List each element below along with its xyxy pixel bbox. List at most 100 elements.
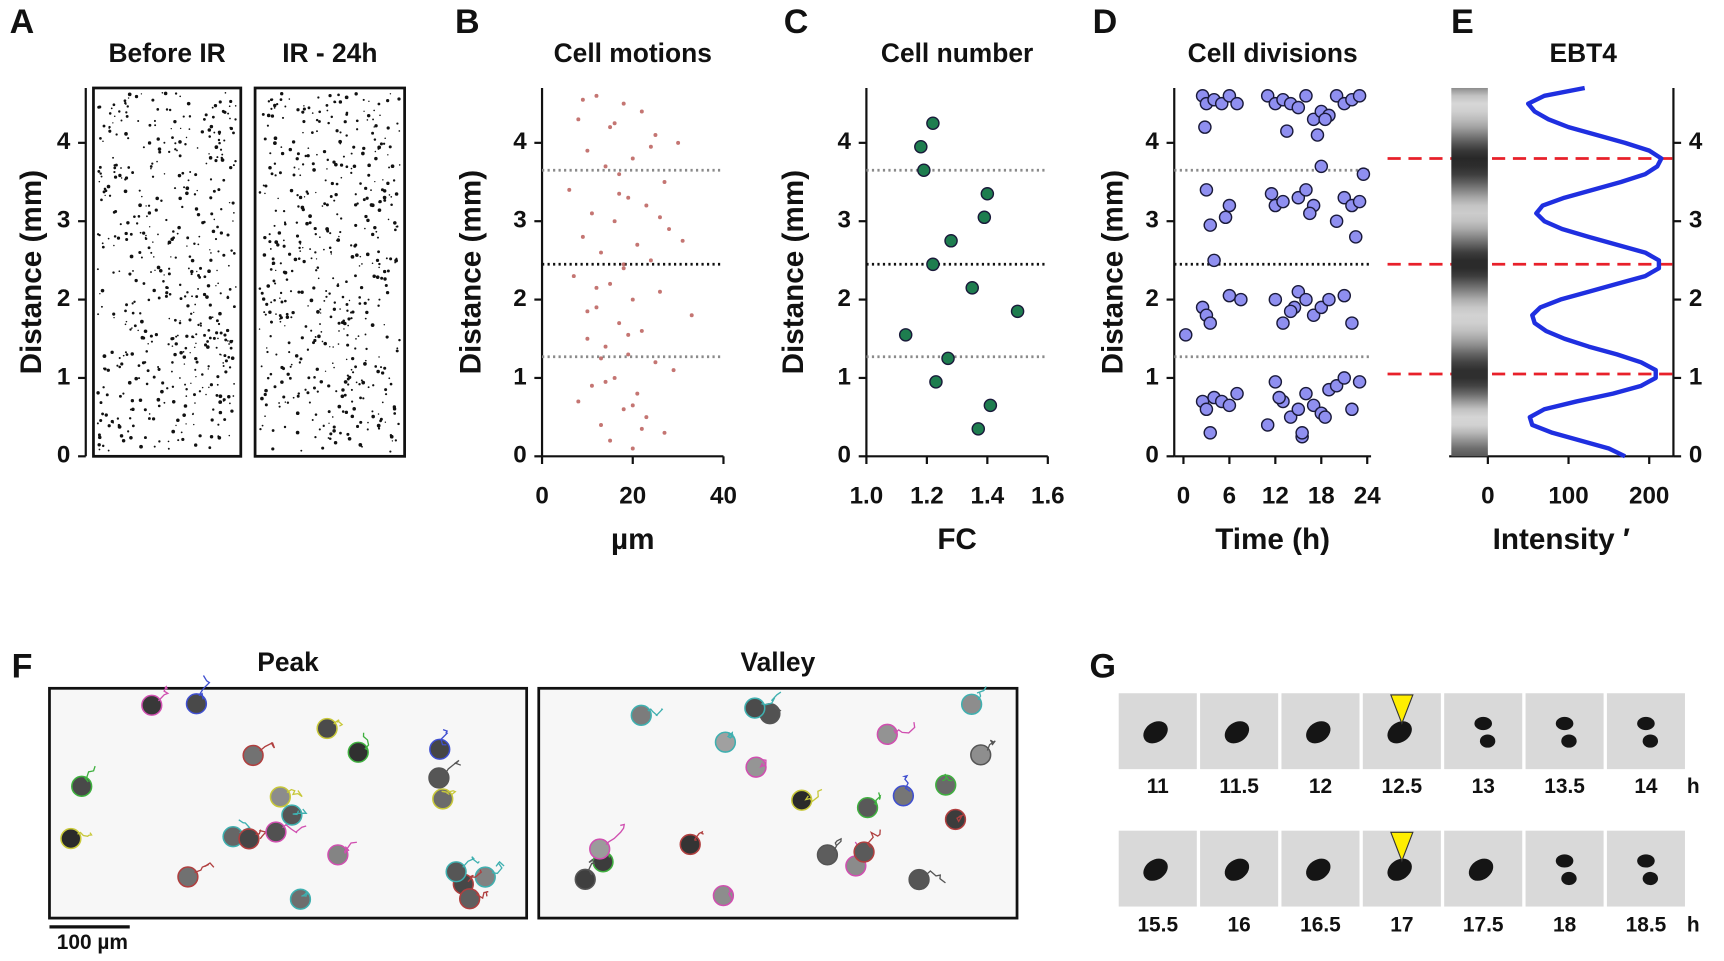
cell-dot: [286, 401, 290, 404]
cell-dot: [377, 427, 381, 430]
cell-dot: [167, 272, 171, 276]
cell-dot: [215, 394, 219, 397]
cell-dot: [121, 439, 126, 443]
cell-dot: [170, 337, 174, 341]
cell-dot: [189, 352, 191, 354]
cell-dot: [202, 118, 206, 121]
cell-dot: [311, 162, 315, 166]
track: [726, 731, 734, 739]
cell-dot: [359, 285, 364, 290]
cell-dot: [208, 316, 213, 320]
cell-dot: [289, 365, 292, 368]
cell-dot: [301, 163, 305, 166]
cell-dot: [108, 129, 112, 133]
cell-dot: [168, 292, 172, 296]
cell-dot: [345, 113, 349, 116]
y-tick-label: 1: [57, 363, 70, 390]
track: [333, 719, 344, 727]
cell-dot: [364, 359, 367, 362]
point: [630, 297, 635, 302]
cell-dot: [178, 283, 182, 287]
point: [599, 422, 603, 427]
cell-dot: [285, 315, 290, 319]
y-tick-label: 3: [1145, 207, 1158, 234]
cell-dot: [269, 152, 272, 155]
cell-dot: [351, 400, 354, 403]
cell-dot: [261, 424, 264, 427]
cell-dot: [371, 232, 375, 237]
cell-dot: [306, 391, 310, 395]
cell-dot: [190, 312, 193, 315]
cell-dot: [283, 221, 287, 224]
cell-dot: [270, 320, 273, 324]
cell-dot: [100, 288, 105, 293]
cell-dot: [124, 132, 128, 136]
cell-dot: [364, 227, 366, 230]
point: [603, 379, 608, 384]
cell-dot: [153, 445, 156, 448]
cell-dot: [332, 346, 334, 348]
cell-dot: [379, 114, 381, 117]
cell-dot: [150, 251, 153, 254]
cell-dot: [198, 434, 202, 438]
cell-dot: [339, 308, 341, 310]
cell-dot: [293, 166, 296, 169]
cell-dot: [277, 231, 282, 235]
cell-dot: [390, 164, 395, 169]
point: [567, 187, 572, 192]
cell-dot: [182, 115, 185, 118]
x-tick-label: 40: [710, 482, 737, 509]
cell-dot: [340, 394, 345, 399]
track: [282, 823, 307, 834]
cell-dot: [168, 108, 172, 112]
cell-dot: [219, 231, 224, 235]
cell-dot: [269, 372, 273, 376]
cell-dot: [152, 288, 156, 293]
cell-dot: [201, 386, 204, 389]
point: [621, 407, 626, 412]
cell-dot: [147, 211, 152, 215]
cell-dot: [108, 125, 111, 129]
cell-dot: [163, 173, 166, 175]
cell-dot: [228, 434, 231, 437]
cell-dot: [171, 136, 174, 140]
cell-dot: [232, 164, 235, 167]
point: [1299, 183, 1313, 197]
cell-dot: [269, 268, 273, 271]
micrograph: [537, 686, 1019, 920]
point: [653, 360, 658, 365]
point: [589, 211, 594, 216]
cell-dot: [292, 396, 295, 399]
cell-dot: [343, 393, 347, 397]
cell-dot: [315, 258, 318, 260]
cell-dot: [389, 450, 392, 453]
cell-dot: [264, 192, 266, 195]
cell-dot: [347, 324, 350, 327]
cell-dot: [116, 364, 119, 367]
cell-dot: [279, 297, 281, 299]
cell-dot: [198, 235, 201, 238]
cell-dot: [168, 150, 171, 154]
cell-dot: [217, 435, 222, 440]
cell-dot: [339, 131, 342, 134]
cell-dot: [355, 338, 357, 340]
point: [594, 93, 599, 98]
cell-dot: [208, 303, 212, 307]
point: [1291, 402, 1306, 417]
cell-dot: [134, 278, 138, 283]
cell-dot: [303, 105, 305, 107]
cell-dot: [217, 423, 220, 426]
cell-dot: [215, 319, 219, 323]
cell-dot: [324, 179, 327, 182]
point: [1230, 96, 1244, 111]
point: [671, 368, 676, 373]
cell-dot: [326, 168, 328, 170]
cell-dot: [226, 296, 230, 300]
cell-dot: [209, 258, 213, 262]
cell-dot: [160, 389, 164, 394]
cell-dot: [193, 193, 197, 196]
cell-dot: [273, 385, 277, 389]
track: [198, 675, 211, 700]
cell-dot: [377, 413, 380, 415]
track: [893, 722, 916, 735]
